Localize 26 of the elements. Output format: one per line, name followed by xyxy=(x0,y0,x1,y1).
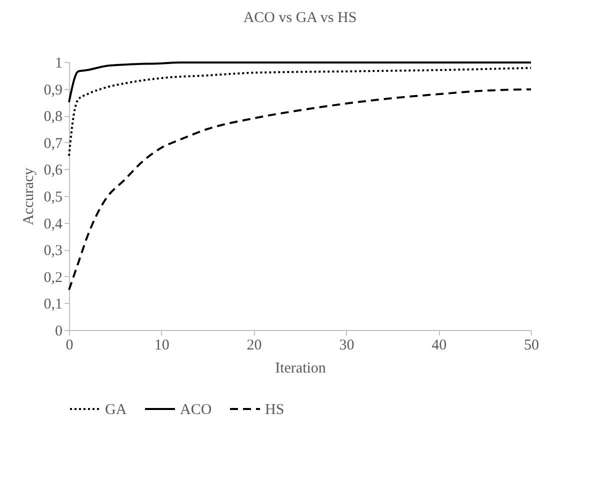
x-tick-label: 10 xyxy=(154,338,170,354)
x-tick-label: 30 xyxy=(339,338,354,354)
y-tick-label: 0,2 xyxy=(44,270,62,286)
y-tick-label: 0,9 xyxy=(44,82,62,98)
line-series xyxy=(68,66,532,157)
y-tick-label: 0,5 xyxy=(44,190,62,206)
y-tick-label: 0,7 xyxy=(44,136,63,152)
y-tick-label: 0,8 xyxy=(44,109,62,126)
x-axis-title: Iteration xyxy=(275,360,326,376)
y-tick-label: 0,6 xyxy=(44,162,63,179)
legend-label: ACO xyxy=(180,402,212,418)
line-series xyxy=(68,88,532,291)
legend-label: GA xyxy=(105,402,127,418)
x-tick-label: 20 xyxy=(246,338,262,354)
y-tick-label: 1 xyxy=(55,56,62,72)
x-tick-label: 40 xyxy=(432,338,447,354)
legend-label: HS xyxy=(265,402,284,418)
y-tick-label: 0,1 xyxy=(44,296,62,313)
y-axis-title: Accuracy xyxy=(20,167,37,226)
chart-title: ACO vs GA vs HS xyxy=(243,10,357,26)
y-tick-label: 0 xyxy=(55,324,62,340)
x-tick-label: 0 xyxy=(66,338,74,354)
y-tick-label: 0,3 xyxy=(44,243,62,260)
line-series xyxy=(68,62,532,104)
x-tick-label: 50 xyxy=(524,338,539,354)
y-tick-label: 0,4 xyxy=(44,216,63,232)
